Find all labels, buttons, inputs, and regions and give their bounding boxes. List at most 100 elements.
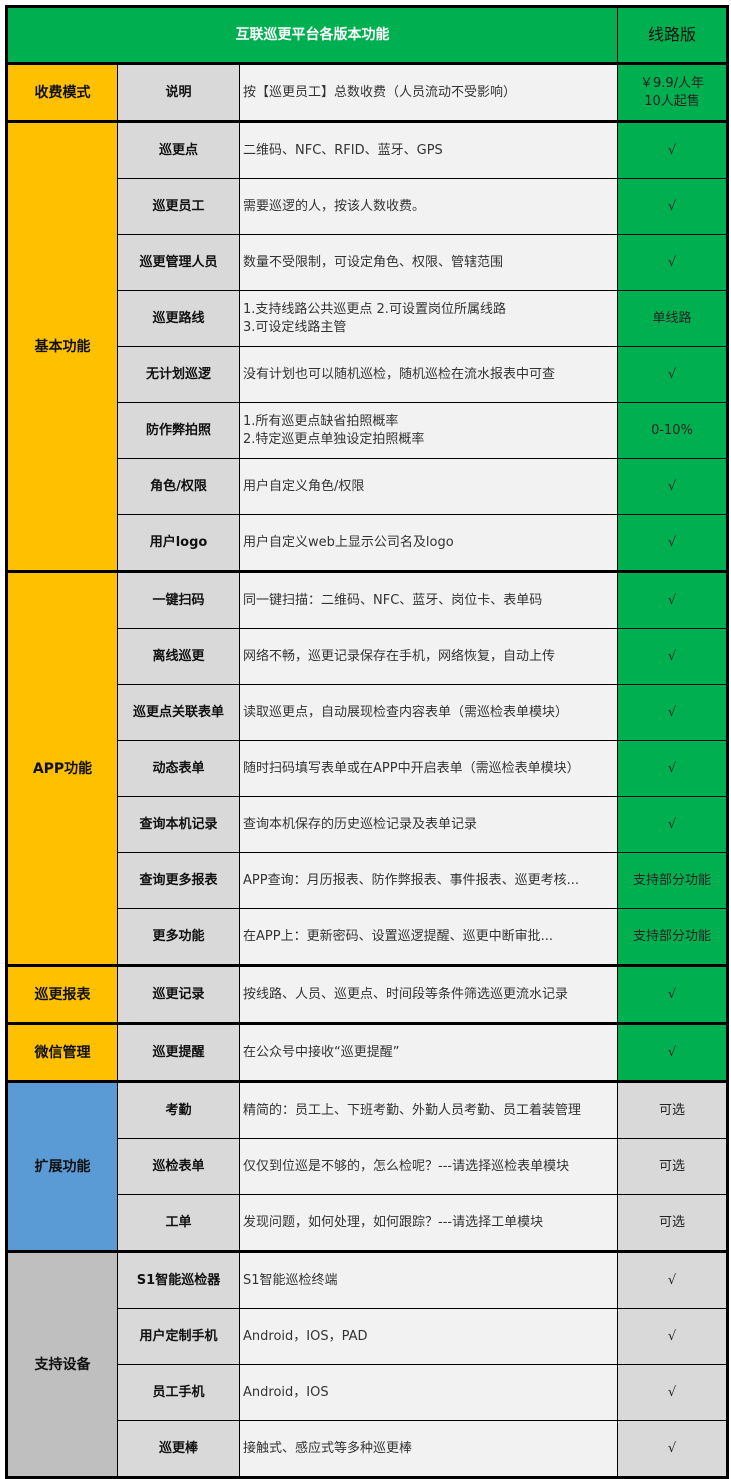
feature-description: 在APP上：更新密码、设置巡逻提醒、巡更中断审批... <box>239 908 618 966</box>
category-label: 扩展功能 <box>6 1080 118 1252</box>
feature-name: 无计划巡逻 <box>117 346 240 403</box>
feature-value: √ <box>617 1308 728 1365</box>
table-row: 员工手机 Android，IOS √ <box>7 1364 728 1421</box>
feature-value: 支持部分功能 <box>617 852 728 909</box>
feature-description: 1.所有巡更点缺省拍照概率 2.特定巡更点单独设定拍照概率 <box>239 402 618 459</box>
table-row: 巡更点关联表单 读取巡更点，自动展现检查内容表单（需巡检表单模块） √ <box>7 684 728 741</box>
feature-description: Android，IOS，PAD <box>239 1308 618 1365</box>
table-row: 动态表单 随时扫码填写表单或在APP中开启表单（需巡检表单模块） √ <box>7 740 728 797</box>
table-title: 互联巡更平台各版本功能 <box>6 6 618 64</box>
feature-description: 按【巡更员工】总数收费（人员流动不受影响） <box>239 62 618 122</box>
table-row: 巡更报表 巡更记录 按线路、人员、巡更点、时间段等条件筛选巡更流水记录 √ <box>6 964 728 1024</box>
table-row: 巡检表单 仅仅到位巡是不够的，怎么检呢？---请选择巡检表单模块 可选 <box>7 1138 728 1195</box>
feature-description: S1智能巡检终端 <box>239 1250 618 1309</box>
table-row: 离线巡更 网络不畅，巡更记录保存在手机，网络恢复，自动上传 √ <box>7 628 728 685</box>
feature-value: √ <box>617 346 728 403</box>
feature-description: 仅仅到位巡是不够的，怎么检呢？---请选择巡检表单模块 <box>239 1138 618 1195</box>
feature-value: 可选 <box>617 1194 728 1252</box>
feature-value: 支持部分功能 <box>617 908 728 966</box>
feature-description: 用户自定义角色/权限 <box>239 458 618 515</box>
feature-name: 查询本机记录 <box>117 796 240 853</box>
table-row: 巡更路线 1.支持线路公共巡更点 2.可设置岗位所属线路 3.可设定线路主管 单线路 <box>7 290 728 347</box>
feature-value: √ <box>617 796 728 853</box>
feature-name: 巡更记录 <box>117 964 240 1024</box>
feature-name: 查询更多报表 <box>117 852 240 909</box>
feature-name: 说明 <box>117 62 240 122</box>
feature-value: √ <box>617 514 728 572</box>
feature-description: 网络不畅，巡更记录保存在手机，网络恢复，自动上传 <box>239 628 618 685</box>
feature-description: 同一键扫描：二维码、NFC、蓝牙、岗位卡、表单码 <box>239 570 618 629</box>
feature-description: 没有计划也可以随机巡检，随机巡检在流水报表中可查 <box>239 346 618 403</box>
category-label: 基本功能 <box>6 120 118 572</box>
table-row: 防作弊拍照 1.所有巡更点缺省拍照概率 2.特定巡更点单独设定拍照概率 0-10% <box>7 402 728 459</box>
table-row: 扩展功能 考勤 精简的：员工上、下班考勤、外勤人员考勤、员工着装管理 可选 <box>6 1080 728 1252</box>
table-row: 基本功能 巡更点 二维码、NFC、RFID、蓝牙、GPS √ <box>6 120 728 572</box>
feature-value: ￥9.9/人年 10人起售 <box>617 62 728 122</box>
feature-value: √ <box>617 964 728 1024</box>
feature-name: 离线巡更 <box>117 628 240 685</box>
feature-description: 用户自定义web上显示公司名及logo <box>239 514 618 572</box>
table-row: 收费模式 说明 按【巡更员工】总数收费（人员流动不受影响） ￥9.9/人年 10人起售 <box>6 62 728 122</box>
feature-name: S1智能巡检器 <box>117 1250 240 1309</box>
table-row: 支持设备 S1智能巡检器 S1智能巡检终端 √ <box>6 1250 728 1478</box>
feature-value: √ <box>617 178 728 235</box>
table-row: 工单 发现问题，如何处理，如何跟踪？---请选择工单模块 可选 <box>7 1194 728 1252</box>
feature-name: 用户logo <box>117 514 240 572</box>
feature-name: 巡更员工 <box>117 178 240 235</box>
feature-description: 在公众号中接收“巡更提醒” <box>239 1022 618 1082</box>
feature-description: 二维码、NFC、RFID、蓝牙、GPS <box>239 120 618 179</box>
feature-value: √ <box>617 628 728 685</box>
feature-value: √ <box>617 458 728 515</box>
feature-name: 员工手机 <box>117 1364 240 1421</box>
feature-value: √ <box>617 1420 728 1478</box>
table-row: 角色/权限 用户自定义角色/权限 √ <box>7 458 728 515</box>
table-row: 微信管理 巡更提醒 在公众号中接收“巡更提醒” √ <box>6 1022 728 1082</box>
feature-name: 巡检表单 <box>117 1138 240 1195</box>
table-row: 无计划巡逻 没有计划也可以随机巡检，随机巡检在流水报表中可查 √ <box>7 346 728 403</box>
feature-name: 巡更点 <box>117 120 240 179</box>
feature-value: √ <box>617 740 728 797</box>
feature-description: 需要巡逻的人，按该人数收费。 <box>239 178 618 235</box>
feature-value: 可选 <box>617 1138 728 1195</box>
table-row: 巡更管理人员 数量不受限制，可设定角色、权限、管辖范围 √ <box>7 234 728 291</box>
feature-value: √ <box>617 570 728 629</box>
table-header-row: 互联巡更平台各版本功能 线路版 <box>6 6 728 64</box>
feature-name: 巡更提醒 <box>117 1022 240 1082</box>
feature-value: 可选 <box>617 1080 728 1139</box>
feature-description: 随时扫码填写表单或在APP中开启表单（需巡检表单模块） <box>239 740 618 797</box>
feature-description: APP查询：月历报表、防作弊报表、事件报表、巡更考核... <box>239 852 618 909</box>
category-label: 微信管理 <box>6 1022 118 1082</box>
category-label: 收费模式 <box>6 62 118 122</box>
feature-value: √ <box>617 234 728 291</box>
feature-value: 0-10% <box>617 402 728 459</box>
table-row: 查询更多报表 APP查询：月历报表、防作弊报表、事件报表、巡更考核... 支持部分功… <box>7 852 728 909</box>
feature-name: 角色/权限 <box>117 458 240 515</box>
feature-description: 读取巡更点，自动展现检查内容表单（需巡检表单模块） <box>239 684 618 741</box>
table-row: APP功能 一键扫码 同一键扫描：二维码、NFC、蓝牙、岗位卡、表单码 √ <box>6 570 728 966</box>
feature-value: √ <box>617 120 728 179</box>
feature-description: Android，IOS <box>239 1364 618 1421</box>
feature-name: 巡更点关联表单 <box>117 684 240 741</box>
feature-name: 巡更管理人员 <box>117 234 240 291</box>
feature-description: 精简的：员工上、下班考勤、外勤人员考勤、员工着装管理 <box>239 1080 618 1139</box>
feature-name: 防作弊拍照 <box>117 402 240 459</box>
table-row: 更多功能 在APP上：更新密码、设置巡逻提醒、巡更中断审批... 支持部分功能 <box>7 908 728 966</box>
category-label: APP功能 <box>6 570 118 966</box>
table-row: 用户logo 用户自定义web上显示公司名及logo √ <box>7 514 728 572</box>
feature-description: 1.支持线路公共巡更点 2.可设置岗位所属线路 3.可设定线路主管 <box>239 290 618 347</box>
feature-name: 一键扫码 <box>117 570 240 629</box>
feature-name: 工单 <box>117 1194 240 1252</box>
table-row: 巡更棒 接触式、感应式等多种巡更棒 √ <box>7 1420 728 1478</box>
feature-value: √ <box>617 1364 728 1421</box>
table-row: 用户定制手机 Android，IOS，PAD √ <box>7 1308 728 1365</box>
feature-value: 单线路 <box>617 290 728 347</box>
table-row: 巡更员工 需要巡逻的人，按该人数收费。 √ <box>7 178 728 235</box>
feature-name: 更多功能 <box>117 908 240 966</box>
feature-name: 巡更路线 <box>117 290 240 347</box>
feature-value: √ <box>617 684 728 741</box>
feature-name: 考勤 <box>117 1080 240 1139</box>
feature-value: √ <box>617 1250 728 1309</box>
feature-name: 用户定制手机 <box>117 1308 240 1365</box>
version-header: 线路版 <box>617 6 728 64</box>
feature-description: 接触式、感应式等多种巡更棒 <box>239 1420 618 1478</box>
